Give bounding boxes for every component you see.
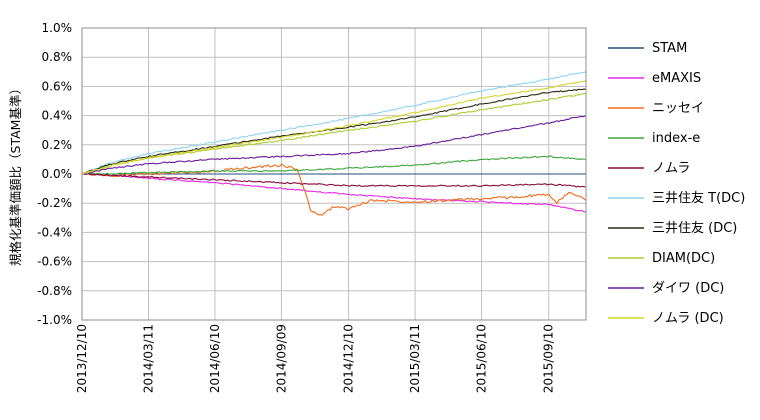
x-axis-ticks: 2013/12/10 2014/03/11 2014/06/10 2014/09/09… — [75, 324, 556, 393]
series-line — [81, 80, 587, 175]
plot-frame — [81, 27, 587, 321]
legend-item-label: 三井住友 (DC) — [652, 220, 737, 236]
series-lines — [81, 71, 587, 216]
y-tick-label: 1.0% — [42, 21, 73, 35]
y-axis-label: 規格化基準価額比（STAM基準） — [8, 82, 23, 266]
legend-item-label: STAM — [652, 41, 687, 56]
x-tick-label: 2014/06/10 — [208, 324, 222, 393]
series-line — [81, 71, 587, 175]
series-line — [81, 88, 587, 175]
series-line — [81, 173, 587, 188]
x-tick-label: 2015/06/10 — [475, 324, 489, 393]
y-tick-label: 0.0% — [42, 167, 73, 181]
legend-item-label: ノムラ (DC) — [652, 311, 724, 326]
y-tick-label: -0.6% — [37, 255, 72, 269]
legend-item-label: ダイワ (DC) — [652, 281, 724, 296]
y-tick-label: 0.6% — [42, 79, 73, 93]
legend-item-label: 三井住友 T(DC) — [652, 190, 745, 206]
x-tick-label: 2013/12/10 — [75, 324, 89, 393]
y-tick-label: 0.8% — [42, 50, 73, 64]
y-tick-label: -0.8% — [37, 284, 72, 298]
y-tick-label: -0.2% — [37, 196, 72, 210]
x-tick-label: 2014/03/11 — [141, 324, 155, 393]
legend-item-label: ノムラ — [652, 161, 690, 176]
legend-item-label: DIAM(DC) — [652, 251, 715, 266]
y-tick-label: -1.0% — [37, 313, 72, 327]
y-tick-label: 0.2% — [42, 138, 73, 152]
series-line — [81, 173, 587, 213]
legend-item-label: eMAXIS — [652, 71, 701, 86]
y-tick-label: -0.4% — [37, 225, 72, 239]
x-tick-label: 2014/09/09 — [274, 324, 288, 393]
x-tick-label: 2014/12/10 — [342, 324, 356, 393]
series-line — [81, 92, 587, 175]
legend-item-label: ニッセイ — [652, 101, 704, 116]
x-tick-label: 2015/03/11 — [408, 324, 422, 393]
legend-item-label: index-e — [652, 131, 700, 146]
y-tick-label: 0.4% — [42, 109, 73, 123]
x-tick-label: 2015/09/10 — [542, 324, 556, 393]
series-line — [82, 155, 587, 176]
y-axis-ticks: 1.0% 0.8% 0.6% 0.4% 0.2% 0.0% -0.2% -0.4% -0.6% -… — [37, 21, 72, 327]
series-line — [81, 115, 587, 175]
